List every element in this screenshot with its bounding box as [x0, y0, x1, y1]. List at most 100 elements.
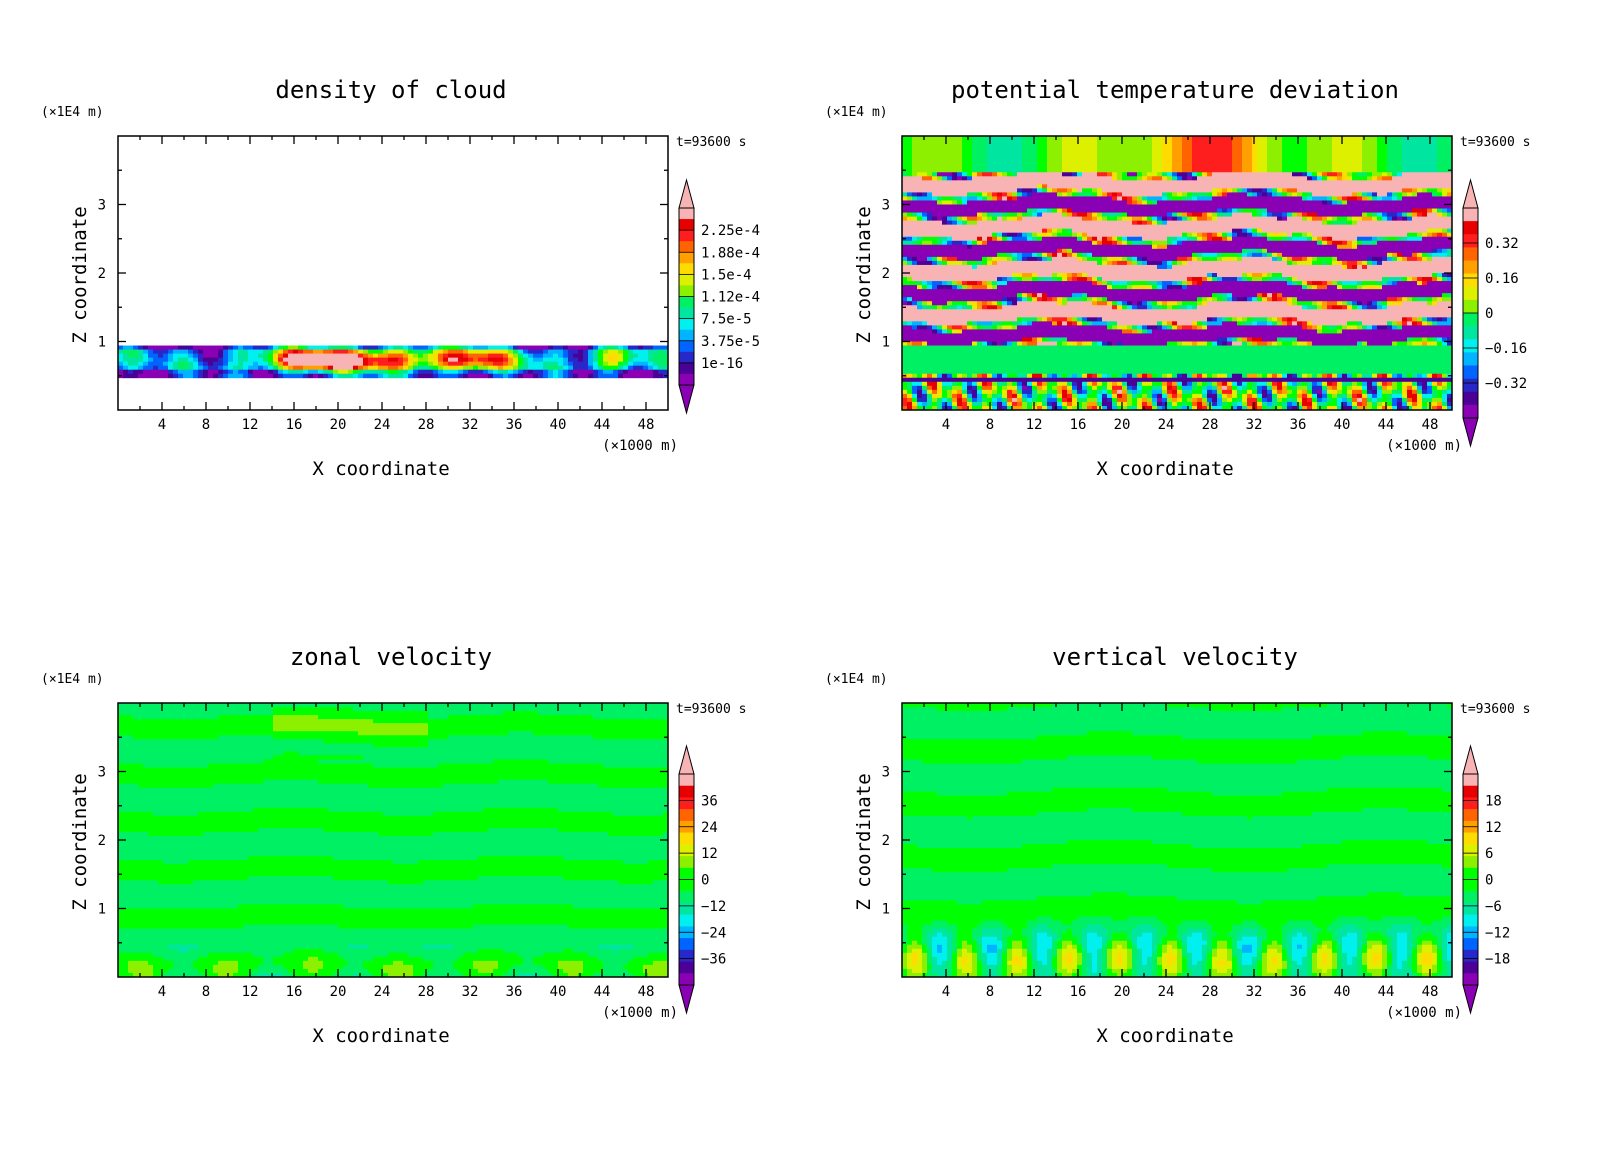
colorbar-label: 1e-16 — [701, 356, 743, 372]
colorbar-label: −18 — [1485, 952, 1510, 968]
x-tick-label: 32 — [462, 984, 479, 1000]
colorbar-label: 12 — [1485, 820, 1502, 836]
x-tick-label: 44 — [594, 984, 611, 1000]
x-tick-label: 16 — [286, 417, 303, 433]
y-tick-label: 1 — [882, 335, 890, 351]
contour-field — [902, 136, 1452, 410]
x-tick-label: 32 — [1246, 984, 1263, 1000]
x-tick-label: 48 — [638, 984, 655, 1000]
colorbar-label: −12 — [1485, 925, 1510, 941]
x-axis-label: X coordinate — [312, 458, 449, 480]
colorbar-min-arrow — [1462, 417, 1479, 448]
contour-field — [118, 136, 668, 410]
x-tick-label: 40 — [1334, 417, 1351, 433]
x-tick-label: 24 — [1158, 417, 1175, 433]
panel-4: vertical velocity(×1E4 m)t=93600 s4 8 12 16… — [825, 643, 1530, 1047]
x-tick-label: 16 — [1070, 417, 1087, 433]
time-label: t=93600 s — [676, 135, 746, 150]
colorbar-label: 36 — [701, 793, 718, 809]
x-tick-label: 8 — [202, 417, 210, 433]
y-tick-label: 2 — [98, 266, 106, 282]
x-tick-label: 36 — [1290, 984, 1307, 1000]
colorbar-label: 0 — [1485, 873, 1493, 889]
x-tick-label: 20 — [330, 984, 347, 1000]
y-unit-label: (×1E4 m) — [41, 105, 104, 120]
x-tick-label: 32 — [462, 417, 479, 433]
x-tick-label: 36 — [506, 417, 523, 433]
x-tick-label: 48 — [1422, 984, 1439, 1000]
panel-title: vertical velocity — [1052, 643, 1298, 671]
x-tick-label: 28 — [1202, 417, 1219, 433]
y-axis-label: Z coordinate — [69, 206, 91, 343]
x-tick-label: 20 — [1114, 984, 1131, 1000]
panel-2: potential temperature deviation (×1E4 m) t… — [825, 76, 1530, 480]
colorbar: 2.25e-4 1.88e-4 1.5e-4 1.12e-4 7.5e-5 3.75e-5… — [678, 178, 760, 415]
x-tick-label: 28 — [418, 984, 435, 1000]
y-tick-label: 3 — [98, 765, 106, 781]
colorbar-min-arrow — [1462, 984, 1479, 1015]
x-tick-label: 40 — [1334, 984, 1351, 1000]
y-tick-label: 1 — [98, 335, 106, 351]
y-unit-label: (×1E4 m) — [825, 105, 888, 120]
x-tick-label: 4 — [942, 417, 950, 433]
x-tick-label: 40 — [550, 984, 567, 1000]
y-unit-label: (×1E4 m) — [41, 672, 104, 687]
colorbar-label: 7.5e-5 — [701, 312, 752, 328]
colorbar-min-arrow — [678, 984, 695, 1015]
colorbar-label: 18 — [1485, 793, 1502, 809]
x-tick-label: 48 — [1422, 417, 1439, 433]
colorbar-label: 24 — [701, 820, 718, 836]
x-tick-label: 16 — [1070, 984, 1087, 1000]
y-axis-label: Z coordinate — [853, 773, 875, 910]
colorbar: 0.32 0.16 0 −0.16 −0.32 — [1462, 178, 1527, 448]
x-tick-label: 24 — [374, 984, 391, 1000]
contour-field — [118, 703, 668, 977]
x-tick-label: 8 — [986, 984, 994, 1000]
y-tick-label: 2 — [882, 833, 890, 849]
x-tick-label: 28 — [1202, 984, 1219, 1000]
x-tick-label: 12 — [1026, 417, 1043, 433]
colorbar: 18 12 6 0 −6 −12 −18 — [1462, 744, 1510, 1015]
y-tick-label: 3 — [98, 198, 106, 214]
x-tick-label: 40 — [550, 417, 567, 433]
x-tick-label: 4 — [942, 984, 950, 1000]
x-unit-label: (×1000 m) — [1386, 438, 1462, 454]
x-tick-label: 20 — [330, 417, 347, 433]
colorbar-label: −0.16 — [1485, 341, 1527, 357]
x-tick-label: 24 — [374, 417, 391, 433]
x-tick-label: 8 — [986, 417, 994, 433]
colorbar: 36 24 12 0 −12 −24 −36 — [678, 744, 726, 1015]
y-tick-label: 2 — [882, 266, 890, 282]
x-tick-label: 24 — [1158, 984, 1175, 1000]
colorbar-label: −36 — [701, 952, 726, 968]
time-label: t=93600 s — [1460, 135, 1530, 150]
time-label: t=93600 s — [676, 702, 746, 717]
x-axis-label: X coordinate — [1096, 1025, 1233, 1047]
panel-3: zonal velocity(×1E4 m)t=93600 s4 8 12 16 20 2… — [41, 643, 746, 1047]
x-tick-label: 44 — [1378, 417, 1395, 433]
x-tick-label: 44 — [594, 417, 611, 433]
y-tick-label: 3 — [882, 198, 890, 214]
colorbar-label: 3.75e-5 — [701, 334, 760, 350]
x-axis-label: X coordinate — [312, 1025, 449, 1047]
colorbar-max-arrow — [1462, 178, 1479, 209]
y-axis-label: Z coordinate — [853, 206, 875, 343]
y-unit-label: (×1E4 m) — [825, 672, 888, 687]
colorbar-label: 0 — [1485, 306, 1493, 322]
panel-1: density of cloud (×1E4 m) t=93600 s 4 8 1 2 16 2… — [41, 76, 760, 480]
x-unit-label: (×1000 m) — [602, 438, 678, 454]
x-tick-label: 44 — [1378, 984, 1395, 1000]
colorbar-label: 0.16 — [1485, 271, 1519, 287]
colorbar-label: 1.88e-4 — [701, 245, 760, 261]
colorbar-label: −24 — [701, 925, 726, 941]
panel-title: density of cloud — [275, 76, 506, 104]
x-tick-label: 32 — [1246, 417, 1263, 433]
colorbar-label: 12 — [701, 846, 718, 862]
x-unit-label: (×1000 m) — [1386, 1005, 1462, 1021]
y-axis-label: Z coordinate — [69, 773, 91, 910]
colorbar-max-arrow — [678, 744, 695, 775]
x-tick-label: 4 — [158, 984, 166, 1000]
colorbar-label: −6 — [1485, 899, 1502, 915]
x-tick-label: 48 — [638, 417, 655, 433]
